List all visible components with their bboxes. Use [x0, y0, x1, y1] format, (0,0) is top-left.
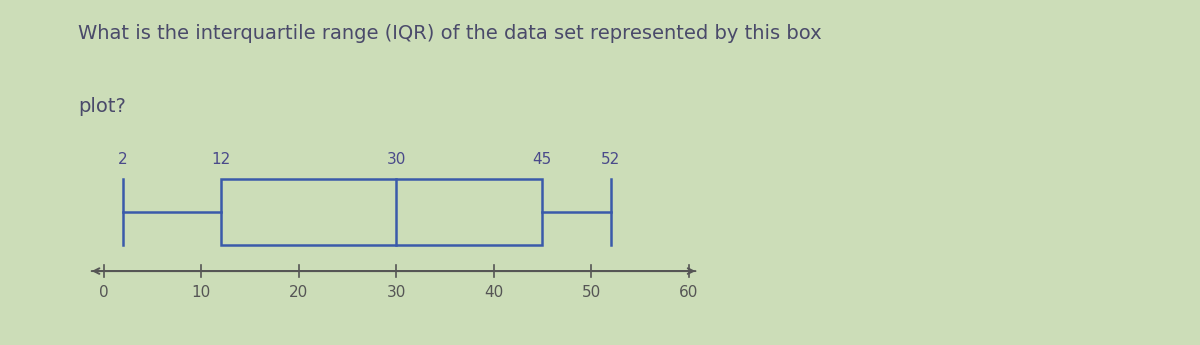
Text: plot?: plot?: [78, 97, 126, 116]
Text: 45: 45: [533, 152, 552, 167]
Text: 0: 0: [98, 285, 108, 300]
Text: 2: 2: [118, 152, 128, 167]
Text: 10: 10: [191, 285, 211, 300]
Text: 30: 30: [386, 285, 406, 300]
Text: 50: 50: [581, 285, 601, 300]
Text: 52: 52: [601, 152, 620, 167]
Text: 20: 20: [289, 285, 308, 300]
Text: What is the interquartile range (IQR) of the data set represented by this box: What is the interquartile range (IQR) of…: [78, 24, 822, 43]
Text: 30: 30: [386, 152, 406, 167]
Bar: [221, 179, 542, 245]
Text: 60: 60: [679, 285, 698, 300]
Text: 40: 40: [484, 285, 503, 300]
Text: 12: 12: [211, 152, 230, 167]
